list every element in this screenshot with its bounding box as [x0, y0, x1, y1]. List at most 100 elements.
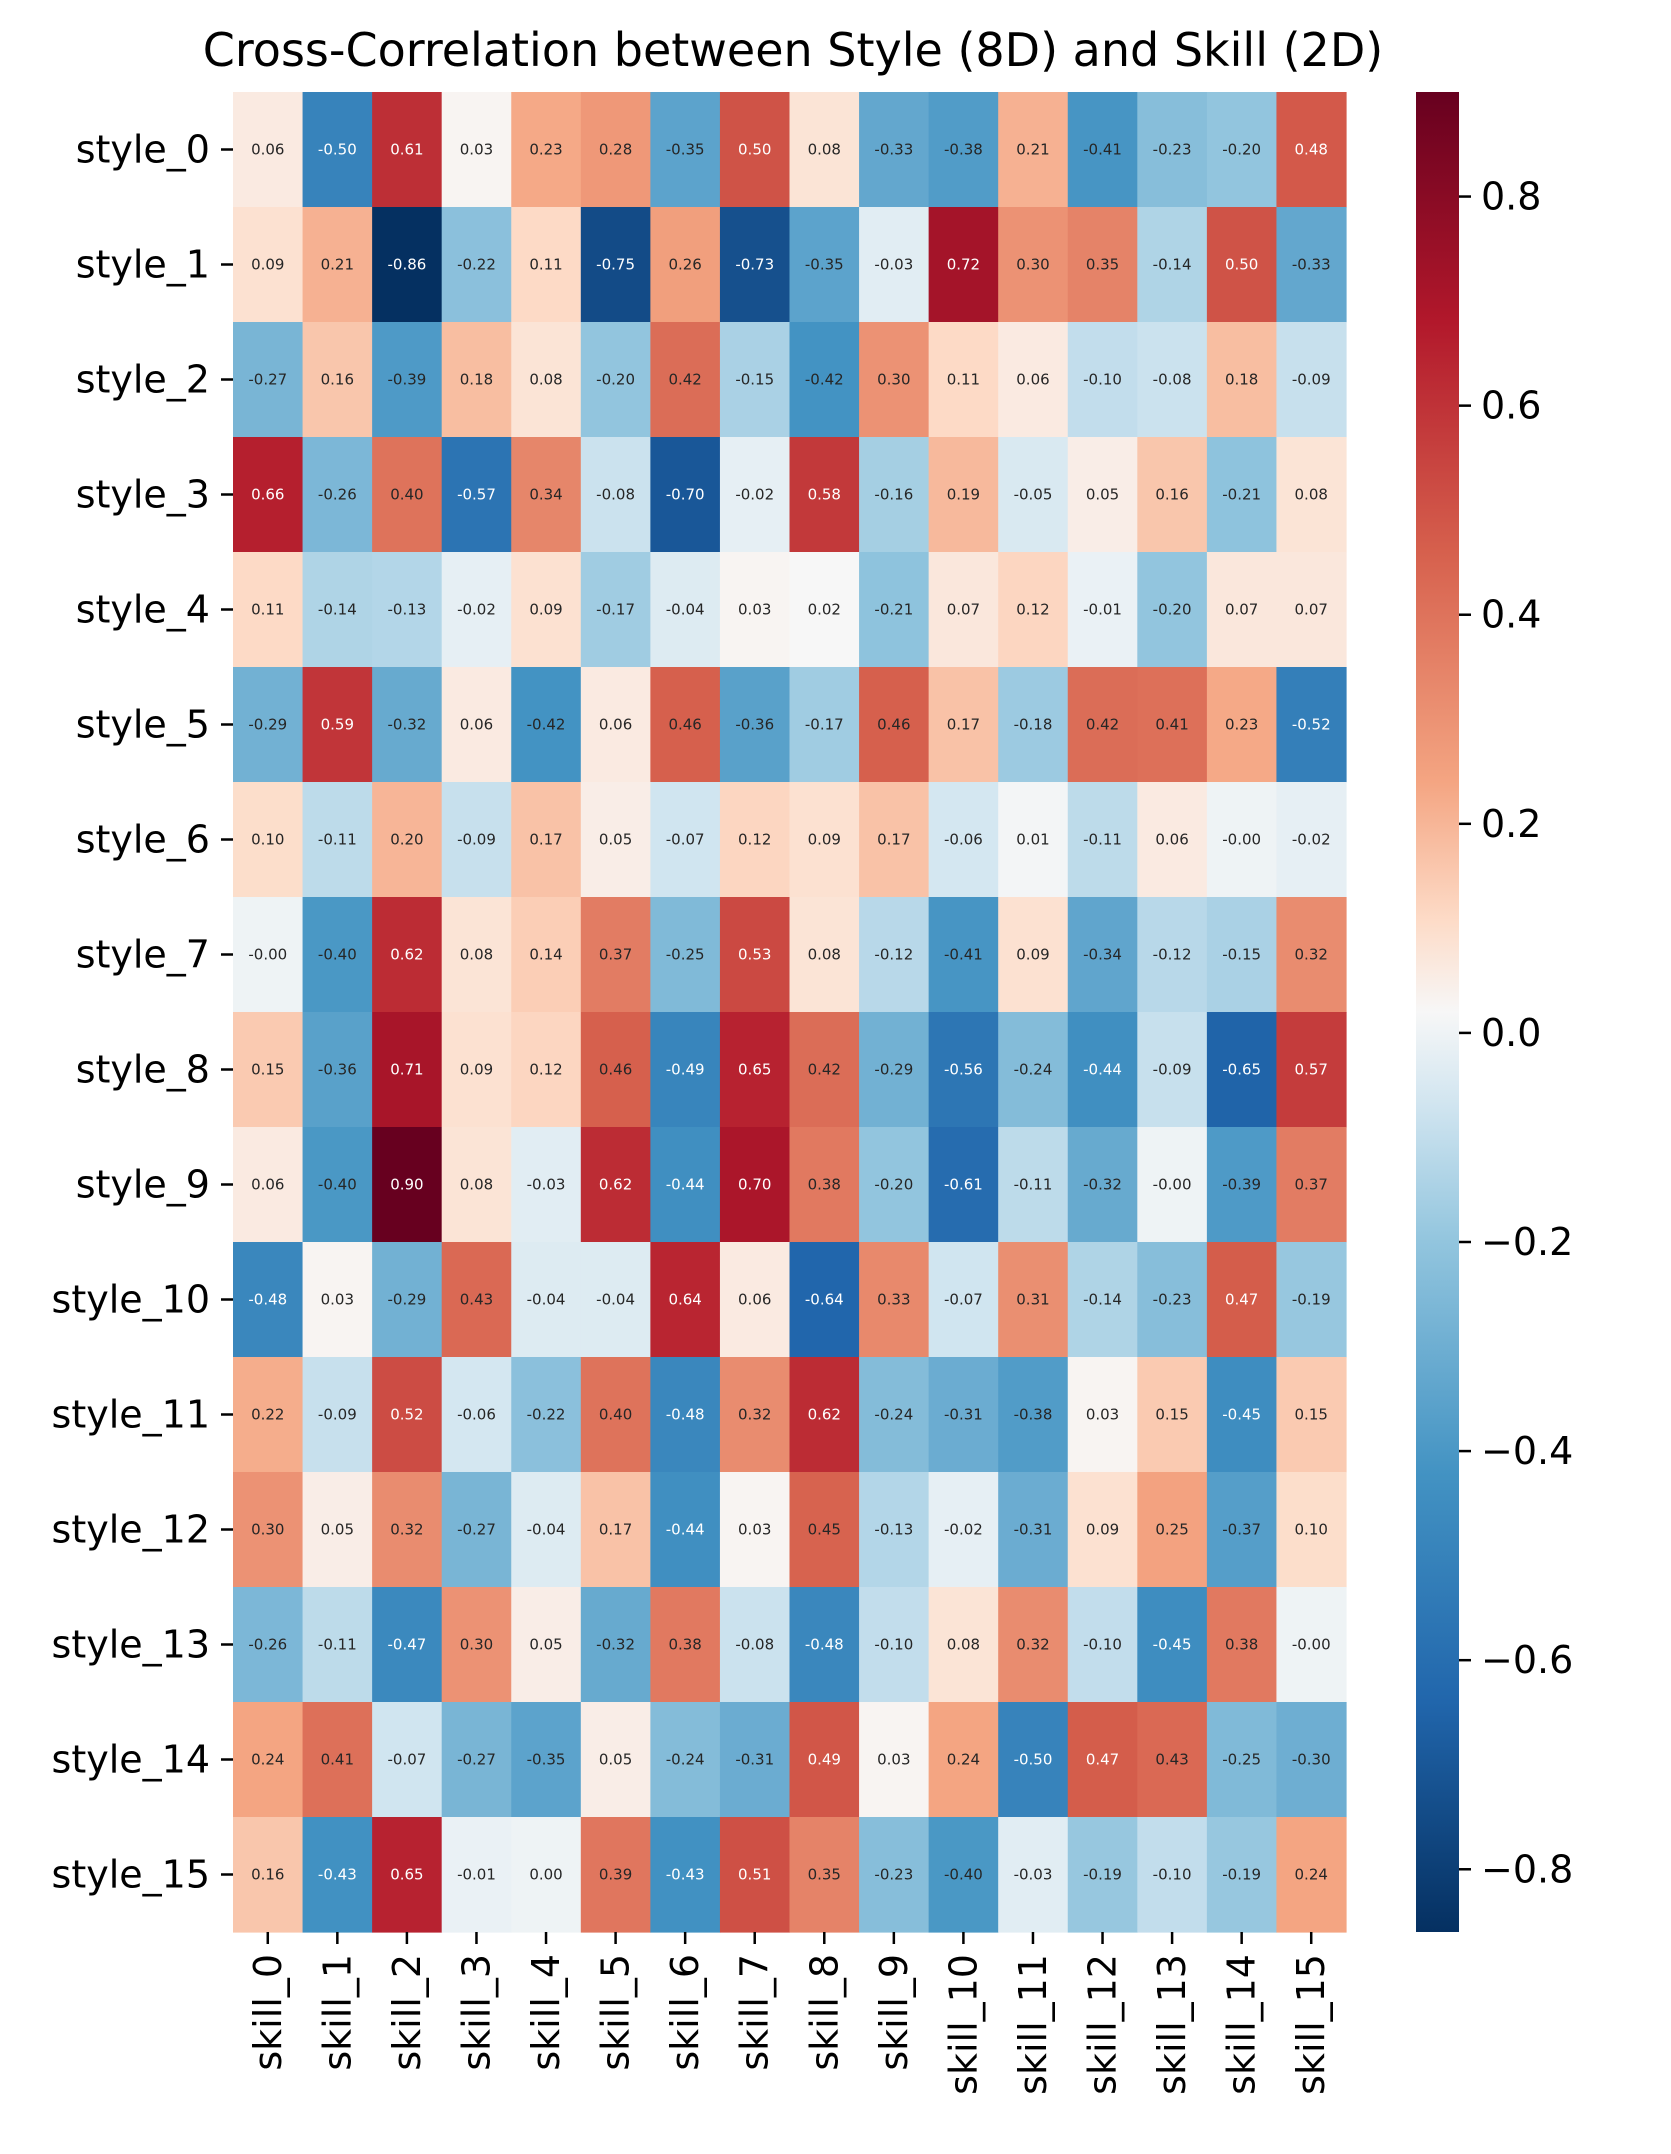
x-tick-label: skill_9: [872, 1954, 916, 2071]
heatmap-cell-label: -0.08: [1153, 371, 1192, 389]
heatmap-cell-label: 0.15: [1295, 1406, 1328, 1424]
heatmap-cell-label: -0.40: [318, 946, 357, 964]
heatmap-cell: [580, 92, 651, 208]
heatmap-cell: [233, 322, 304, 438]
heatmap-cell-label: 0.05: [599, 1751, 632, 1769]
y-tick-label: style_9: [76, 1163, 210, 1207]
heatmap-cell: [511, 322, 582, 438]
x-tick-label: skill_2: [385, 1954, 429, 2071]
x-tick-label: skill_1: [315, 1954, 359, 2071]
heatmap-cell-label: -0.23: [1153, 141, 1192, 159]
colorbar: [1416, 92, 1459, 1932]
heatmap-cell-label: 0.21: [1016, 141, 1049, 159]
heatmap-cell-label: -0.15: [735, 371, 774, 389]
heatmap-cell-label: -0.11: [318, 1636, 357, 1654]
heatmap-cell: [1137, 1012, 1208, 1128]
x-tick-label: skill_5: [594, 1954, 638, 2071]
heatmap-cell: [859, 207, 930, 323]
heatmap-cell-label: -0.61: [944, 1176, 983, 1194]
heatmap-cell: [1276, 1012, 1347, 1128]
heatmap-cell: [789, 207, 860, 323]
heatmap-cell: [580, 897, 651, 1013]
heatmap-cell: [719, 667, 791, 783]
heatmap-cell-label: 0.46: [599, 1061, 632, 1079]
heatmap-cell: [233, 897, 304, 1013]
heatmap-cell: [859, 667, 930, 783]
heatmap-cell: [441, 1127, 512, 1243]
heatmap-cell-label: -0.27: [457, 1751, 496, 1769]
colorbar-tick-label: 0.8: [1481, 175, 1541, 219]
heatmap-cell: [719, 1702, 791, 1818]
heatmap-cell: [1276, 897, 1347, 1013]
heatmap-cell-label: 0.03: [738, 1521, 771, 1539]
x-tick-label: skill_11: [1011, 1954, 1055, 2095]
heatmap-cell: [1276, 1817, 1347, 1933]
heatmap-cell-label: 0.08: [808, 141, 841, 159]
heatmap-cell-label: -0.22: [457, 256, 496, 274]
heatmap-cell-label: 0.06: [1016, 371, 1049, 389]
heatmap-cell: [1137, 92, 1208, 208]
heatmap-cell-label: -0.17: [596, 601, 635, 619]
heatmap-cell: [789, 1817, 860, 1933]
heatmap-cell: [1276, 1357, 1347, 1473]
heatmap-cell: [1206, 1817, 1278, 1933]
heatmap-cell-label: 0.72: [947, 256, 980, 274]
heatmap-cell-label: -0.17: [805, 716, 844, 734]
heatmap-cell: [372, 782, 443, 898]
heatmap-cell-label: -0.06: [457, 1406, 496, 1424]
heatmap-cell-label: 0.06: [460, 716, 493, 734]
heatmap-cell-label: -0.20: [1222, 141, 1261, 159]
heatmap-cell: [302, 1702, 373, 1818]
heatmap-cell: [1067, 552, 1138, 668]
heatmap-cell-label: -0.10: [1083, 371, 1122, 389]
heatmap-cell: [928, 1587, 999, 1703]
x-tick-label: skill_6: [663, 1954, 707, 2071]
heatmap-cell: [511, 667, 582, 783]
heatmap-cell: [302, 1242, 373, 1358]
heatmap-cell: [233, 782, 304, 898]
colorbar-tick-label: 0.6: [1481, 384, 1541, 428]
heatmap-cell-label: -0.24: [874, 1406, 913, 1424]
heatmap-cell-label: 0.08: [1295, 486, 1328, 504]
heatmap-cell-label: -0.73: [735, 256, 774, 274]
heatmap-cell-label: -0.03: [874, 256, 913, 274]
heatmap-cell: [1067, 667, 1138, 783]
heatmap-cell-label: -0.31: [735, 1751, 774, 1769]
heatmap-cell-label: 0.71: [390, 1061, 423, 1079]
heatmap-cell: [580, 1472, 651, 1588]
heatmap-cell: [441, 437, 512, 553]
heatmap-cell-label: 0.06: [251, 141, 284, 159]
heatmap-cell: [1137, 437, 1208, 553]
heatmap-cell-label: 0.62: [808, 1406, 841, 1424]
heatmap-cell: [1137, 897, 1208, 1013]
x-tick-label: skill_8: [802, 1954, 846, 2071]
heatmap-cell: [859, 1817, 930, 1933]
heatmap-cell-label: -0.09: [1153, 1061, 1192, 1079]
heatmap-cell-label: 0.32: [738, 1406, 771, 1424]
heatmap-cell-label: 0.22: [251, 1406, 284, 1424]
heatmap-cell: [998, 322, 1069, 438]
heatmap-cell: [580, 1127, 651, 1243]
heatmap-cell-label: -0.48: [248, 1291, 287, 1309]
heatmap-cell: [441, 1472, 512, 1588]
colorbar-tick-label: −0.4: [1481, 1429, 1573, 1473]
heatmap-cell: [233, 1127, 304, 1243]
heatmap-cell: [302, 552, 373, 668]
heatmap-cell: [1067, 1242, 1138, 1358]
heatmap-cell: [998, 552, 1069, 668]
heatmap-cell-label: -0.09: [1292, 371, 1331, 389]
heatmap-cell-label: 0.35: [1086, 256, 1119, 274]
heatmap-cell-label: 0.30: [251, 1521, 284, 1539]
heatmap-cell: [998, 897, 1069, 1013]
colorbar-ticks: 0.8 0.6 0.4 0.2 0.0 −0.2 −0.4 −0.6 −0.8: [1459, 175, 1573, 1891]
heatmap-cell: [511, 1817, 582, 1933]
heatmap-cell-label: -0.35: [527, 1751, 566, 1769]
heatmap-cell-label: -0.27: [457, 1521, 496, 1539]
heatmap-cell-label: -0.04: [527, 1291, 566, 1309]
heatmap-cell: [1067, 1817, 1138, 1933]
heatmap-cell: [789, 92, 860, 208]
heatmap-cell: [928, 92, 999, 208]
heatmap-cell-label: 0.09: [251, 256, 284, 274]
heatmap-cell-label: 0.08: [529, 371, 562, 389]
chart-title: Cross-Correlation between Style (8D) and…: [203, 23, 1383, 77]
